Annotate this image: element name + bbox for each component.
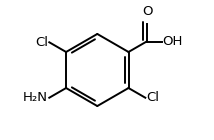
Text: H₂N: H₂N bbox=[23, 91, 48, 104]
Text: Cl: Cl bbox=[147, 91, 160, 104]
Text: O: O bbox=[142, 5, 152, 18]
Text: Cl: Cl bbox=[35, 36, 48, 49]
Text: OH: OH bbox=[162, 35, 183, 48]
